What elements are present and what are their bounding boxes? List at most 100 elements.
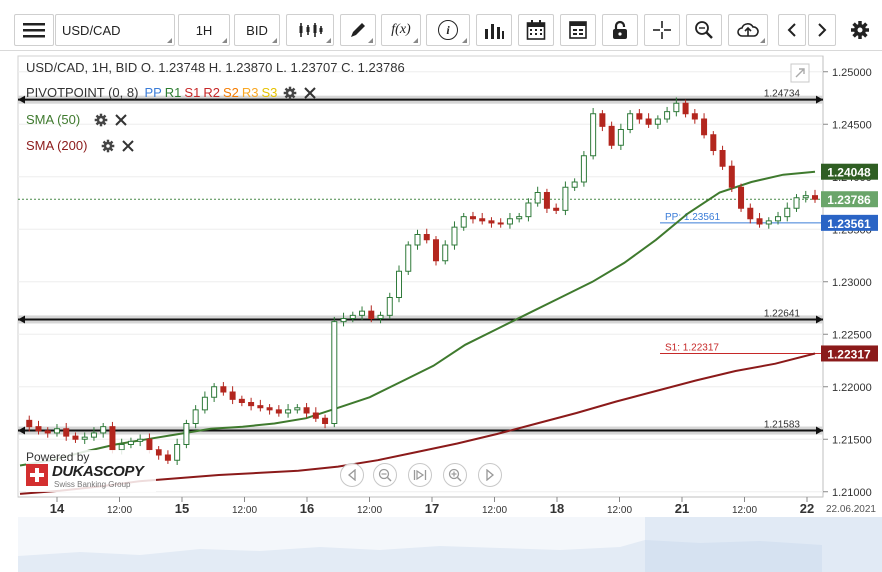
hamburger-icon [23,23,45,38]
bullish-candle [90,432,97,438]
time-tick-label: 17 [425,501,439,516]
price-side-select[interactable]: BID [234,14,280,46]
bearish-candle [497,222,504,225]
price-badges: 1.24048 1.23786 1.23561 1.22317 [821,163,878,362]
timeframe-select[interactable]: 1H [178,14,230,46]
draw-tool-button[interactable] [340,14,376,46]
chart-type-button[interactable] [286,14,334,46]
price-chart[interactable]: 1.24734 1.22641 1.21583 PP: 1.23561 S1: 1.22… [0,50,882,572]
price-tick-label: 1.21500 [832,434,872,446]
function-icon: f(x) [391,22,411,37]
bullish-candle [534,192,541,204]
bullish-candle [405,244,412,272]
price-badge-label-pp: 1.23561 [827,217,871,231]
bar-chart-icon [485,24,504,39]
candlestick-icon [299,23,323,37]
pivot-item-pp: PP [144,85,162,100]
bearish-candle [701,118,708,136]
bullish-candle [377,314,384,320]
time-tick-label: 21 [675,501,689,516]
scroll-left-button[interactable] [340,463,364,487]
price-tick-label: 1.24500 [832,119,872,131]
bearish-candle [275,409,282,414]
bullish-candle [506,218,513,225]
bullish-candle [460,216,467,228]
zoom-out-button[interactable] [373,463,397,487]
zoom-in-button[interactable] [443,463,467,487]
zoom-in-icon [448,468,462,482]
sma50-line [19,170,816,467]
bearish-candle [710,134,717,151]
candle-series [26,97,818,465]
bullish-candle [53,428,60,434]
pivot-arrow [18,315,25,324]
bullish-candle [673,102,680,113]
crosshair-button[interactable] [644,14,680,46]
settings-button[interactable] [844,14,876,46]
sma200-settings-icon[interactable] [101,139,115,153]
popout-icon[interactable] [790,63,810,83]
bullish-candle [340,318,347,323]
bearish-candle [636,113,643,120]
branding: Powered by DUKASCOPY Swiss Banking Group [26,450,156,492]
indicators-button[interactable]: f(x) [381,14,421,46]
pivot-legend: PIVOTPOINT (0, 8) PP R1 S1 R2 S2 R3 S3 [26,85,317,100]
bearish-candle [368,310,375,319]
bullish-candle [396,270,403,298]
bearish-candle [682,102,689,115]
price-tick-label: 1.23000 [832,277,872,289]
price-side-label: BID [246,22,268,38]
scroll-back-button[interactable] [778,14,806,46]
sma50-settings-icon[interactable] [94,113,108,127]
bullish-candle [174,444,181,461]
reset-icon [413,469,427,481]
price-badge-last [821,191,878,208]
info-button[interactable]: i [426,14,470,46]
sma50-remove-icon[interactable] [114,113,128,127]
bearish-candle [543,192,550,209]
bullish-candle [81,436,88,440]
bearish-candle [423,234,430,241]
bullish-candle [580,155,587,183]
price-badge-label-sma50: 1.24048 [827,166,871,180]
pivot-level-label: 1.21583 [764,420,801,431]
bearish-candle [719,150,726,167]
instrument-select[interactable]: USD/CAD [55,14,175,46]
price-badge-label-sma200: 1.22317 [827,347,871,361]
bullish-candle [793,197,800,209]
pivot-level-label: 1.22641 [764,308,801,319]
price-tick-label: 1.21000 [832,487,872,499]
template-button[interactable] [560,14,596,46]
zoom-button[interactable] [686,14,722,46]
scroll-right-button[interactable] [478,463,502,487]
calendar-button[interactable] [518,14,554,46]
bullish-candle [617,129,624,146]
price-badge-sma50 [821,163,878,180]
bullish-candle [765,220,772,225]
bearish-candle [109,426,116,451]
pivot-settings-icon[interactable] [283,86,297,100]
zoom-out-icon [378,468,392,482]
bearish-candle [44,430,51,434]
volume-button[interactable] [476,14,512,46]
time-axis: 14 12:00 15 12:00 16 12:00 17 12:00 18 12:00 21 12:… [50,497,876,516]
bearish-candle [248,402,255,407]
price-badge-pp [821,214,878,231]
magnifier-icon [695,21,713,39]
lock-button[interactable] [602,14,638,46]
time-tick-label: 12:00 [107,505,132,516]
scroll-forward-button[interactable] [808,14,836,46]
chevron-right-icon [818,23,827,37]
bullish-candle [331,321,338,424]
cloud-button[interactable] [728,14,768,46]
pivot-remove-icon[interactable] [303,86,317,100]
time-tick-label: 12:00 [482,505,507,516]
reset-zoom-button[interactable] [408,463,432,487]
bullish-candle [100,426,107,434]
plot-area [17,55,824,498]
navigator-window[interactable] [645,517,882,572]
pivot-level-label: 1.24734 [764,89,801,100]
bearish-candle [322,417,329,424]
menu-button[interactable] [14,14,54,46]
sma200-remove-icon[interactable] [121,139,135,153]
